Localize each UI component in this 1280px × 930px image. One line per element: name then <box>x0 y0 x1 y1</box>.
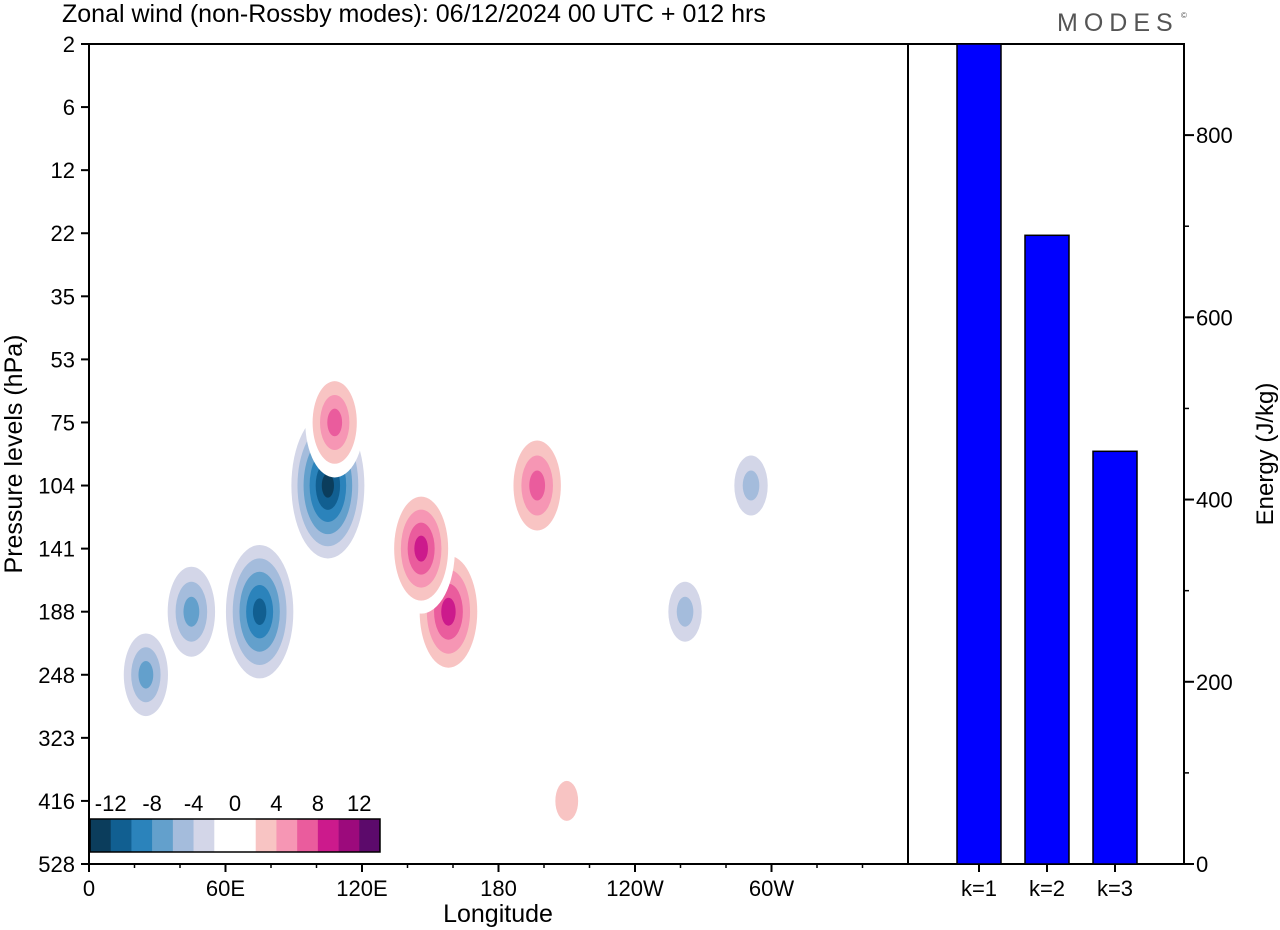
colorbar-label: 4 <box>270 791 282 816</box>
energy-axis-label: Energy (J/kg) <box>1252 383 1279 526</box>
colorbar-label: 0 <box>229 791 241 816</box>
colorbar-swatch <box>193 819 215 852</box>
colorbar-swatch <box>255 819 277 852</box>
colorbar-swatch <box>276 819 298 852</box>
contour-shape <box>321 473 334 498</box>
y-tick-label: 2 <box>63 32 75 57</box>
heat-feature <box>505 425 569 546</box>
energy-tick-label: 200 <box>1196 670 1233 695</box>
contour-shape <box>742 470 760 501</box>
bar-category-label: k=1 <box>961 876 997 901</box>
y-tick-label: 528 <box>38 852 75 877</box>
chart-title: Zonal wind (non-Rossby modes): 06/12/202… <box>62 0 766 28</box>
energy-tick-label: 600 <box>1196 305 1233 330</box>
colorbar-label: 8 <box>312 791 324 816</box>
colorbar-frame <box>89 818 381 853</box>
energy-tick-label: 800 <box>1196 123 1233 148</box>
contour-shape <box>529 470 546 501</box>
y-tick-label: 22 <box>51 221 75 246</box>
colorbar: -12 -8 -4 0 4 8 12 <box>89 791 381 853</box>
y-axis-label: Pressure levels (hPa) <box>0 335 28 574</box>
contour-shape <box>676 596 694 627</box>
heat-feature <box>219 531 301 692</box>
heat-feature <box>726 440 777 531</box>
y-tick-label: 323 <box>38 726 75 751</box>
heat-feature <box>387 483 455 614</box>
energy-bar <box>1092 450 1138 865</box>
contour-shape <box>138 660 154 689</box>
brand-logo: MODES <box>1057 9 1179 37</box>
colorbar-label: -8 <box>142 791 162 816</box>
energy-bar <box>956 43 1002 865</box>
x-tick-label: 120E <box>336 876 387 901</box>
energy-tick-label: 400 <box>1196 488 1233 513</box>
heat-feature <box>543 760 590 841</box>
y-tick-label: 188 <box>38 600 75 625</box>
y-tick-label: 35 <box>51 284 75 309</box>
bar-category-label: k=3 <box>1097 876 1133 901</box>
colorbar-swatch <box>110 819 132 852</box>
energy-bars: k=1 k=2 k=3 0 200 400 600 800 <box>956 43 1233 901</box>
contour-shape <box>183 596 200 627</box>
colorbar-label: 12 <box>347 791 371 816</box>
colorbar-swatch <box>152 819 174 852</box>
heat-feature <box>305 367 365 478</box>
contour-shape <box>252 598 267 625</box>
colorbar-swatch <box>235 819 257 852</box>
contour-shape <box>414 535 428 562</box>
x-tick-label: 180 <box>480 876 517 901</box>
x-tick-label: 60E <box>206 876 245 901</box>
energy-bar <box>1024 234 1070 865</box>
heatmap-field <box>116 367 777 841</box>
colorbar-swatch <box>297 819 319 852</box>
y-tick-label: 104 <box>38 474 75 499</box>
y-tick-label: 53 <box>51 347 75 372</box>
x-axis-label: Longitude <box>443 900 553 928</box>
y-tick-label: 248 <box>38 663 75 688</box>
colorbar-swatch <box>214 819 236 852</box>
colorbar-swatch <box>359 819 381 852</box>
y-tick-label: 6 <box>63 95 75 120</box>
colorbar-label: -12 <box>95 791 127 816</box>
heat-feature <box>159 551 223 672</box>
heat-feature <box>116 619 176 730</box>
colorbar-swatch <box>90 819 112 852</box>
colorbar-swatch <box>172 819 194 852</box>
y-tick-label: 12 <box>51 158 75 183</box>
bar-category-label: k=2 <box>1029 876 1065 901</box>
x-tick-label: 60W <box>749 876 794 901</box>
contour-shape <box>441 597 456 626</box>
brand-mark: © <box>1181 11 1187 20</box>
colorbar-swatch <box>338 819 360 852</box>
heatmap-frame <box>88 43 909 865</box>
energy-tick-label: 0 <box>1196 852 1208 877</box>
colorbar-label: -4 <box>184 791 204 816</box>
x-tick-label: 120W <box>606 876 664 901</box>
y-tick-label: 75 <box>51 410 75 435</box>
y-tick-label: 416 <box>38 789 75 814</box>
heat-feature <box>660 566 711 657</box>
contour-shape <box>327 408 343 437</box>
contour-shape <box>555 780 579 821</box>
y-tick-label: 141 <box>38 537 75 562</box>
colorbar-swatch <box>131 819 153 852</box>
colorbar-swatch <box>317 819 339 852</box>
x-tick-label: 0 <box>83 876 95 901</box>
